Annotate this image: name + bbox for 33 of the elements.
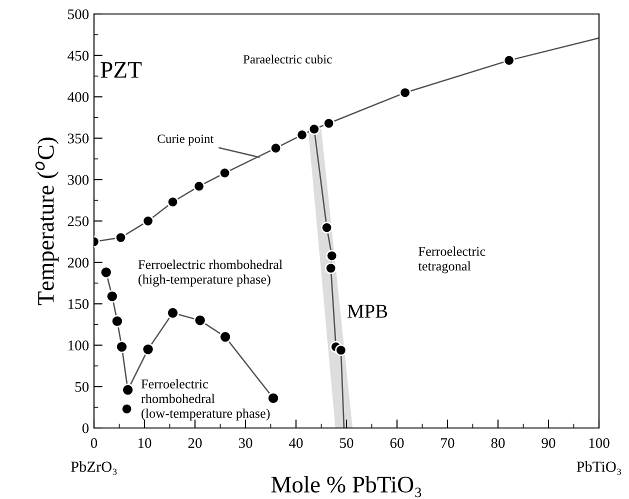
y-tick-label: 250: [68, 216, 89, 226]
annotation: Ferroelectric rhombohedral (high-temperature phase): [138, 260, 282, 287]
text: PbZrO₃: [70, 461, 117, 475]
x-tick-label: 80: [491, 438, 505, 448]
y-tick-label: 100: [68, 340, 89, 350]
y-tick-label: 200: [68, 258, 89, 268]
x-tick-label: 100: [589, 438, 610, 448]
y-tick-label: 150: [68, 299, 89, 310]
annotation: Curie point: [158, 134, 214, 146]
annotation: PZT: [100, 62, 142, 78]
x-tick-label: 30: [238, 438, 252, 448]
y-tick-label: 400: [68, 92, 89, 102]
y-tick-label: 450: [68, 50, 89, 61]
y-tick-label: 50: [75, 382, 89, 392]
y-axis-title: Temperature ($^{o}$C): [35, 138, 59, 306]
x-axis-title: Mole % PbTiO₃: [271, 476, 422, 498]
y-tick-label: 500: [68, 9, 89, 20]
text: PbTiO₃: [576, 461, 621, 475]
annotation: MPB: [348, 304, 388, 318]
x-tick-label: 70: [441, 438, 454, 448]
annotation: Ferroelectric tetragonal: [418, 246, 486, 274]
y-tick-label: 300: [68, 174, 89, 185]
x-tick-label: 20: [188, 438, 202, 448]
x-tick-label: 0: [90, 438, 98, 448]
annotation: Paraelectric cubic: [243, 54, 332, 64]
x-tick-label: 10: [138, 438, 152, 448]
x-tick-label: 50: [340, 438, 354, 448]
annotation: Ferroelectric rhombohedral (low-temperature phase): [141, 379, 270, 421]
y-tick-label: 0: [82, 423, 89, 434]
x-tick-label: 60: [390, 438, 404, 448]
x-tick-label: 90: [542, 438, 556, 448]
x-tick-label: 40: [288, 438, 303, 448]
y-tick-label: 350: [68, 134, 89, 144]
